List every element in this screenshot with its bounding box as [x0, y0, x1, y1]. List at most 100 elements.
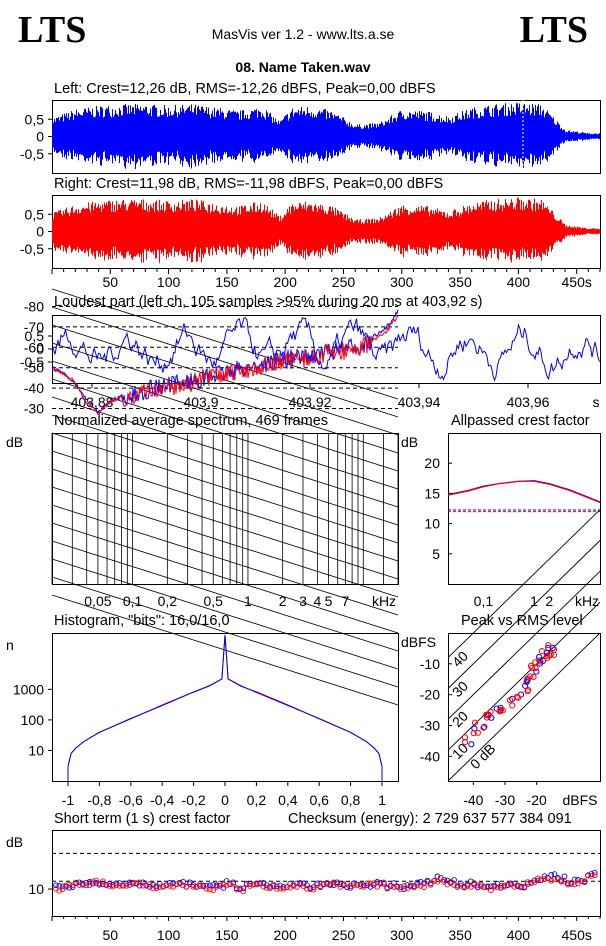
x-axis-label: dBFS	[562, 792, 597, 808]
xtick-label: 0,1	[474, 593, 494, 609]
peak-rms-point	[485, 712, 492, 719]
crest-point-right	[180, 882, 186, 889]
spectrum-grid-diag	[51, 594, 399, 706]
crest-point-right	[173, 881, 180, 888]
crest-point-right	[451, 882, 457, 888]
ytick-label: -0,5	[20, 146, 44, 162]
crest-point-right	[491, 883, 498, 890]
crest-point-right	[166, 883, 173, 889]
y-axis-label: dB	[401, 434, 418, 450]
crest-point-right	[294, 884, 300, 890]
peak-rms-point	[497, 706, 504, 713]
peak-rms-point	[540, 657, 547, 665]
crest-point-right	[377, 880, 384, 887]
crest-point-left	[207, 882, 213, 889]
xtick-label: 450s	[562, 274, 592, 290]
ytick-label: 10	[424, 516, 440, 532]
xtick-label: -40	[463, 792, 483, 808]
crest-point-left	[468, 878, 474, 885]
crest-point-right	[247, 883, 253, 889]
crest-point-right	[270, 881, 277, 888]
crest-point-right	[123, 882, 130, 889]
ytick-label: 0	[36, 224, 44, 240]
spectrum-grid-diag	[51, 450, 399, 562]
crest-point-left	[203, 882, 210, 889]
xtick-label: 1	[530, 593, 538, 609]
xtick-label: 400	[507, 274, 531, 290]
crest-point-right	[133, 880, 140, 886]
crest-point-left	[591, 869, 598, 876]
crest-point-left	[240, 885, 247, 892]
spectrum-grid-diag	[51, 378, 399, 490]
crest-point-right	[478, 883, 484, 890]
crest-point-right	[585, 872, 591, 879]
crest-point-left	[170, 880, 176, 886]
histogram-series	[67, 634, 383, 781]
xtick-label: 403,96	[507, 394, 550, 410]
peak-rms-point	[538, 648, 546, 655]
logo-left: LTS	[18, 9, 87, 51]
crest-point-right	[263, 884, 270, 891]
xtick-label: 250	[332, 274, 356, 290]
crest-point-right	[56, 887, 63, 894]
crest-point-right	[63, 882, 69, 889]
crest-point-left	[180, 878, 186, 885]
allpassed-series-left	[447, 480, 601, 503]
diagonal-label: 40	[449, 648, 471, 670]
spectrum-grid-diag	[51, 540, 399, 652]
peak-rms-point	[545, 642, 552, 649]
xtick-label: 0,5	[203, 593, 223, 609]
crest-point-right	[110, 883, 116, 890]
crest-point-right	[267, 885, 273, 892]
xtick-label: 403,9	[183, 394, 218, 410]
crest-point-right	[531, 879, 538, 886]
crest-point-right	[250, 881, 257, 888]
crest-point-right	[394, 883, 401, 890]
peak-rms-point	[530, 673, 537, 681]
crest-point-right	[414, 882, 421, 888]
spectrum-grid-diag	[51, 342, 399, 454]
spectrum-title: Normalized average spectrum, 469 frames	[54, 413, 329, 429]
crest-point-right	[551, 876, 558, 883]
crest-point-right	[126, 882, 133, 888]
xtick-label: kHz	[372, 593, 396, 609]
crest-point-right	[176, 880, 183, 887]
xtick-label: 0,2	[247, 792, 267, 808]
crest-point-right	[203, 885, 210, 892]
ytick-label: -0,5	[20, 241, 44, 257]
crest-point-left	[294, 880, 300, 887]
crest-point-right	[317, 883, 324, 890]
crest-point-right	[571, 881, 578, 888]
crest-point-right	[541, 876, 548, 882]
crest-point-right	[534, 875, 541, 882]
crest-point-left	[434, 873, 441, 880]
xtick-label: 2	[545, 593, 553, 609]
xtick-label: 50	[103, 927, 119, 943]
file-name: 08. Name Taken.wav	[235, 59, 371, 75]
spectrum-grid-diag	[51, 558, 399, 670]
ytick-label: 10	[28, 742, 44, 758]
crest-point-left	[337, 881, 344, 887]
left-waveform-title: Left: Crest=12,26 dB, RMS=-12,26 dBFS, P…	[54, 81, 436, 97]
crest-point-left	[197, 883, 203, 889]
peak-rms-point	[513, 693, 521, 701]
peak-rms-diagonal	[447, 509, 601, 658]
xtick-label: 50	[103, 274, 119, 290]
crest-point-right	[146, 881, 153, 887]
crest-point-right	[518, 883, 524, 890]
crest-point-left	[126, 879, 133, 886]
crest-point-right	[136, 879, 143, 886]
ytick-label: 5	[432, 546, 440, 562]
crest-point-right	[498, 882, 504, 889]
xtick-label: 100	[157, 927, 181, 943]
allpassed-frame	[448, 433, 601, 585]
crest-point-right	[89, 878, 96, 885]
peak-rms-point	[509, 702, 516, 709]
xtick-label: 300	[390, 274, 414, 290]
crest-point-right	[150, 885, 156, 892]
peak-rms-point	[461, 734, 468, 741]
crest-point-right	[130, 880, 136, 887]
crest-point-right	[561, 878, 568, 885]
peak-rms-diagonal	[447, 601, 601, 751]
crest-point-right	[404, 885, 411, 892]
